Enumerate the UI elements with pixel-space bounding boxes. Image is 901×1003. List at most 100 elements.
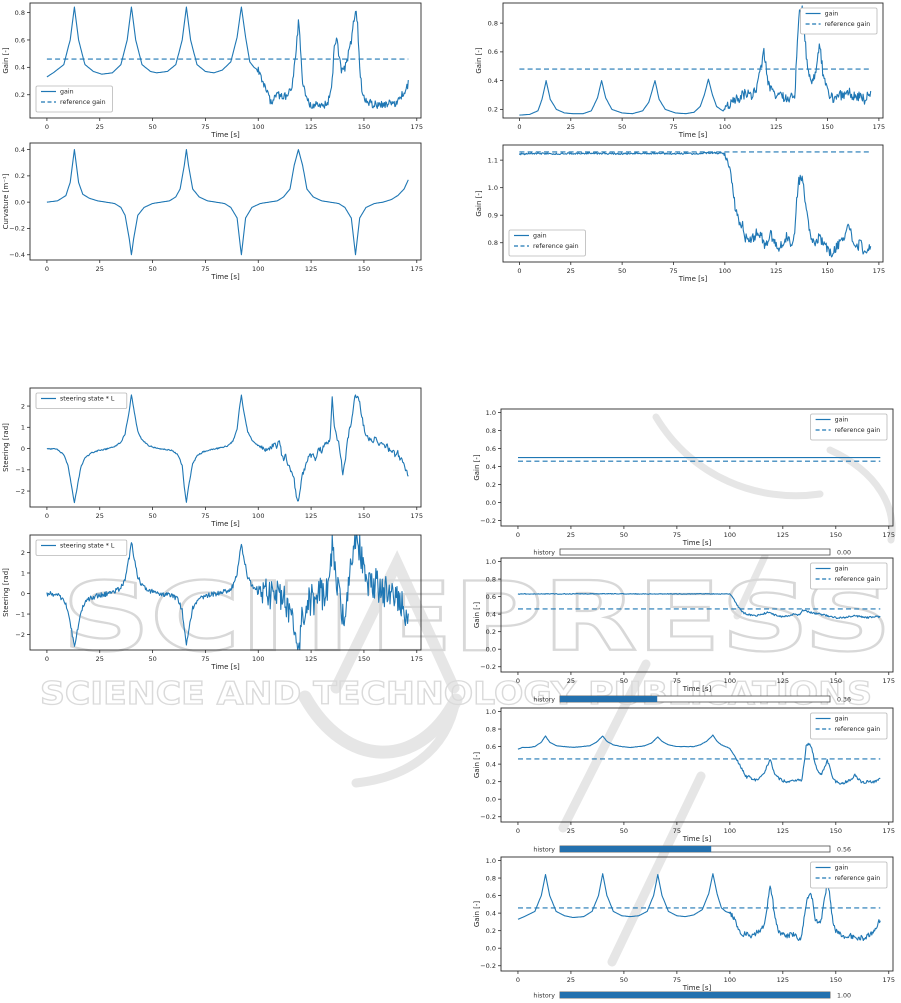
y-tick-label: 0.0 [486, 646, 496, 654]
x-axis-label: Time [s] [210, 663, 240, 671]
legend-entry-label: gain [835, 865, 849, 872]
axes-frame [500, 707, 894, 823]
y-tick-label: 2 [21, 402, 25, 410]
y-tick-label: 0.8 [15, 9, 25, 17]
y-axis-label: Steering [rad] [2, 568, 10, 617]
y-tick-label: 0.4 [486, 610, 496, 618]
y-tick-label: 0.8 [486, 575, 496, 583]
x-tick-label: 175 [883, 531, 895, 539]
x-tick-label: 175 [411, 512, 423, 520]
x-tick-label: 125 [305, 265, 317, 273]
y-tick-label: 0.6 [486, 892, 496, 900]
y-tick-label: −2 [15, 487, 25, 495]
x-tick-label: 150 [821, 267, 833, 275]
legend-box [800, 7, 878, 35]
y-tick-label: 0.0 [486, 945, 496, 953]
x-tick-label: 25 [567, 123, 575, 131]
plot-steering_lower: 0 25 50 75 100 125 150 175 −2 −1 0 1 2 Time [s] Steeri… [2, 534, 423, 671]
plot-curvature_top_left: 0 25 50 75 100 125 150 175 −0.4 −0.2 0.0 0.2 0.4 Time… [2, 142, 423, 281]
x-tick-label: 100 [719, 267, 731, 275]
y-tick-label: 1.0 [486, 708, 496, 716]
legend: gain reference gain [800, 7, 878, 35]
x-tick-label: 50 [620, 976, 628, 984]
x-tick-label: 50 [620, 531, 628, 539]
history-row-gain_history_0: history 0.00 [533, 548, 851, 557]
x-tick-label: 100 [724, 976, 736, 984]
series-steering-state-L [46, 534, 409, 651]
y-tick-label: 0.0 [15, 198, 25, 206]
x-tick-label: 75 [673, 827, 681, 835]
x-tick-label: 125 [777, 976, 789, 984]
legend-entry-label: gain [60, 89, 74, 96]
x-tick-label: 75 [201, 123, 209, 131]
legend-entry-label: reference gain [835, 427, 881, 434]
x-axis-label: Time [s] [682, 539, 712, 547]
y-tick-label: 0.8 [486, 725, 496, 733]
y-tick-label: −0.2 [9, 225, 25, 233]
x-tick-label: 50 [148, 512, 156, 520]
series-gain [518, 151, 872, 258]
watermark-subtitle-text: SCIENCE AND TECHNOLOGY PUBLICATIONS [40, 676, 872, 712]
x-tick-label: 150 [830, 827, 842, 835]
x-tick-label: 150 [830, 677, 842, 685]
y-tick-label: 0.6 [486, 445, 496, 453]
legend-entry-label: gain [533, 233, 547, 240]
y-tick-label: 1.1 [488, 156, 498, 164]
plot-gain_history_0: 0 25 50 75 100 125 150 175 −0.2 0.0 0.2 0.4 0.6 0.8 1.… [473, 408, 895, 547]
history-label: history [533, 697, 555, 704]
legend-box [810, 562, 888, 590]
x-tick-label: 100 [252, 655, 264, 663]
y-tick-label: 1.0 [488, 184, 498, 192]
x-tick-label: 125 [777, 677, 789, 685]
x-tick-label: 175 [873, 123, 885, 131]
y-tick-label: −0.2 [480, 663, 496, 671]
x-tick-label: 0 [516, 677, 520, 685]
x-tick-label: 175 [411, 265, 423, 273]
x-axis-label: Time [s] [678, 275, 708, 283]
legend-entry-label: gain [825, 11, 839, 18]
series-gain [517, 592, 881, 620]
plot-gain_top_left: 0 25 50 75 100 125 150 175 0.2 0.4 0.6 0.8 Time [s] G… [2, 2, 423, 139]
x-tick-label: 50 [620, 677, 628, 685]
x-tick-label: 100 [724, 531, 736, 539]
y-tick-label: 0.9 [488, 212, 498, 220]
x-tick-label: 75 [673, 976, 681, 984]
y-tick-label: 0.2 [486, 481, 496, 489]
x-tick-label: 175 [883, 976, 895, 984]
plot-gain_history_56: 0 25 50 75 100 125 150 175 −0.2 0.0 0.2 0.4 0.6 0.8 1.… [473, 707, 895, 843]
y-tick-label: 1.0 [486, 857, 496, 865]
x-tick-label: 150 [358, 512, 370, 520]
legend: steering state * L [35, 539, 128, 556]
legend-box [35, 85, 113, 113]
legend-entry-label: gain [835, 417, 849, 424]
watermark-logo-arc-upper [652, 413, 824, 500]
y-axis-label: Curvature [m⁻¹] [2, 173, 10, 229]
legend: steering state * L [35, 392, 128, 409]
x-tick-label: 25 [96, 123, 104, 131]
x-tick-label: 75 [669, 123, 677, 131]
series-steering-state-L [46, 394, 409, 504]
legend-entry-label: steering state * L [60, 396, 115, 403]
y-tick-label: 0.8 [486, 874, 496, 882]
y-axis-label: Gain [-] [475, 47, 483, 74]
legend: gain reference gain [810, 413, 888, 441]
y-tick-label: −0.4 [9, 251, 25, 259]
legend: gain reference gain [810, 562, 888, 590]
history-row-gain_history_36: history 0.36 [533, 695, 851, 704]
axes-frame [29, 2, 422, 119]
y-axis-label: Gain [-] [473, 454, 481, 481]
legend: gain reference gain [810, 861, 888, 889]
watermark-title-text: SCITEPRESS [62, 563, 892, 673]
x-tick-label: 100 [252, 265, 264, 273]
axes-frame [29, 142, 422, 261]
axes-frame [29, 387, 422, 508]
axes-frame [500, 856, 894, 972]
y-tick-label: 0.6 [15, 36, 25, 44]
x-tick-label: 175 [411, 123, 423, 131]
watermark-logo-diagonal-3 [733, 552, 769, 620]
legend-entry-label: reference gain [533, 243, 579, 250]
history-value: 0.36 [837, 697, 851, 704]
x-tick-label: 0 [517, 267, 521, 275]
x-tick-label: 25 [567, 531, 575, 539]
y-tick-label: 1.0 [486, 409, 496, 417]
